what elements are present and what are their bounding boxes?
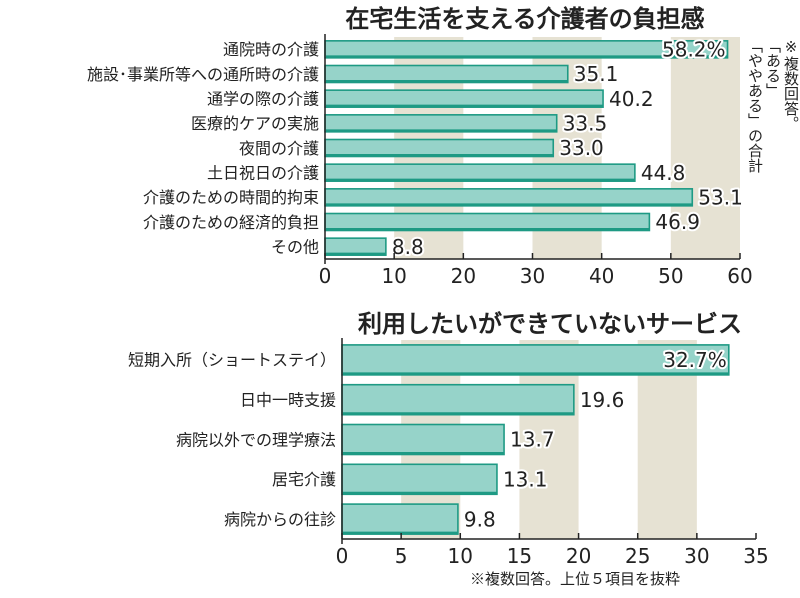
chart-title: 在宅生活を支える介護者の負担感 — [345, 5, 704, 33]
x-tick-label: 60 — [727, 264, 752, 288]
chart-title: 利用したいができていないサービス — [358, 310, 742, 338]
bar-group: 介護のための時間的拘束 53.1 — [143, 184, 745, 212]
bar-group: 土日祝日の介護 44.8 — [207, 159, 687, 187]
category-label: 介護のための経済的負担 — [143, 213, 319, 232]
data-label: 44.8 — [641, 161, 686, 185]
bar — [324, 89, 604, 108]
services-chart: 利用したいができていないサービス 短期入所（ショートステイ） 32.7% 日中一時支… — [128, 310, 769, 568]
top-note-line: ※複数回答。 — [782, 38, 800, 131]
data-label: 19.6 — [580, 388, 625, 412]
bar-group: 病院以外での理学療法 13.7 — [176, 423, 557, 456]
bar — [341, 503, 459, 535]
data-label: 13.1 — [503, 468, 548, 492]
bar-group: 日中一時支援 19.6 — [240, 383, 626, 416]
category-label: 介護のための時間的拘束 — [143, 188, 319, 207]
data-label: 46.9 — [655, 210, 700, 234]
bar — [324, 237, 387, 256]
data-label: 33.0 — [559, 136, 604, 160]
bar — [324, 138, 555, 158]
category-label: 夜間の介護 — [239, 139, 319, 158]
category-label: 通学の際の介護 — [207, 89, 319, 108]
x-tick-label: 30 — [520, 264, 545, 288]
data-label: 13.7 — [510, 428, 555, 452]
bar-group: 夜間の介護 33.0 — [239, 134, 606, 162]
category-label: 病院以外での理学療法 — [176, 430, 336, 449]
bar-group: 通学の際の介護 40.2 — [207, 85, 656, 113]
category-label: 医療的ケアの実施 — [191, 114, 319, 133]
x-tick-label: 30 — [684, 544, 709, 568]
bar — [324, 64, 569, 84]
bar — [324, 212, 651, 232]
x-tick-label: 10 — [448, 544, 473, 568]
footnote: ※複数回答。上位５項目を抜粋 — [470, 570, 681, 588]
category-label: その他 — [271, 237, 319, 256]
x-tick-label: 0 — [319, 264, 332, 288]
x-tick-label: 20 — [451, 264, 476, 288]
category-label: 施設･事業所等への通所時の介護 — [87, 65, 319, 84]
category-label: 短期入所（ショートステイ） — [128, 351, 336, 370]
category-label: 病院からの往診 — [224, 510, 336, 529]
category-label: 日中一時支援 — [240, 390, 336, 409]
bar-group: 施設･事業所等への通所時の介護 35.1 — [87, 60, 620, 88]
top-note-line: 「ある」 — [764, 38, 782, 98]
data-label: 9.8 — [464, 507, 496, 531]
bar-group: 医療的ケアの実施 33.5 — [191, 110, 609, 138]
data-label: 33.5 — [563, 112, 608, 136]
top-note-line: 「ややある」の合計 — [746, 38, 764, 173]
x-tick-label: 35 — [743, 544, 768, 568]
category-label: 通院時の介護 — [223, 40, 319, 59]
x-tick-label: 20 — [566, 544, 591, 568]
bar — [341, 463, 498, 496]
bar — [324, 188, 694, 207]
burden-chart: 在宅生活を支える介護者の負担感 通院時の介護 58.2% 施設･事業所等への通所時の… — [87, 5, 753, 288]
x-tick-label: 25 — [625, 544, 650, 568]
data-label: 58.2% — [662, 38, 726, 62]
x-tick-label: 5 — [395, 544, 408, 568]
x-tick-label: 40 — [589, 264, 614, 288]
bar — [324, 163, 636, 182]
data-label: 8.8 — [392, 235, 424, 259]
data-label: 40.2 — [609, 87, 654, 111]
bar — [324, 114, 558, 133]
x-tick-label: 15 — [507, 544, 532, 568]
data-label: 32.7% — [663, 348, 727, 372]
bar-group: 通院時の介護 58.2% — [223, 36, 729, 64]
bar — [341, 423, 505, 456]
data-label: 35.1 — [574, 62, 619, 86]
grid-band — [670, 37, 740, 259]
top-note: ※複数回答。 「ある」 「ややある」の合計 — [746, 38, 800, 173]
bar-group: 短期入所（ショートステイ） 32.7% — [128, 344, 730, 376]
category-label: 土日祝日の介護 — [207, 163, 319, 182]
bar-group: 介護のための経済的負担 46.9 — [143, 208, 702, 236]
x-tick-label: 10 — [381, 264, 406, 288]
bar — [341, 383, 575, 416]
bar-group: その他 8.8 — [271, 233, 426, 261]
x-tick-label: 0 — [336, 544, 349, 568]
data-label: 53.1 — [698, 186, 743, 210]
x-tick-label: 50 — [658, 264, 683, 288]
bar-group: 病院からの往診 9.8 — [224, 503, 498, 535]
bar-group: 居宅介護 13.1 — [272, 463, 549, 496]
category-label: 居宅介護 — [272, 470, 336, 489]
